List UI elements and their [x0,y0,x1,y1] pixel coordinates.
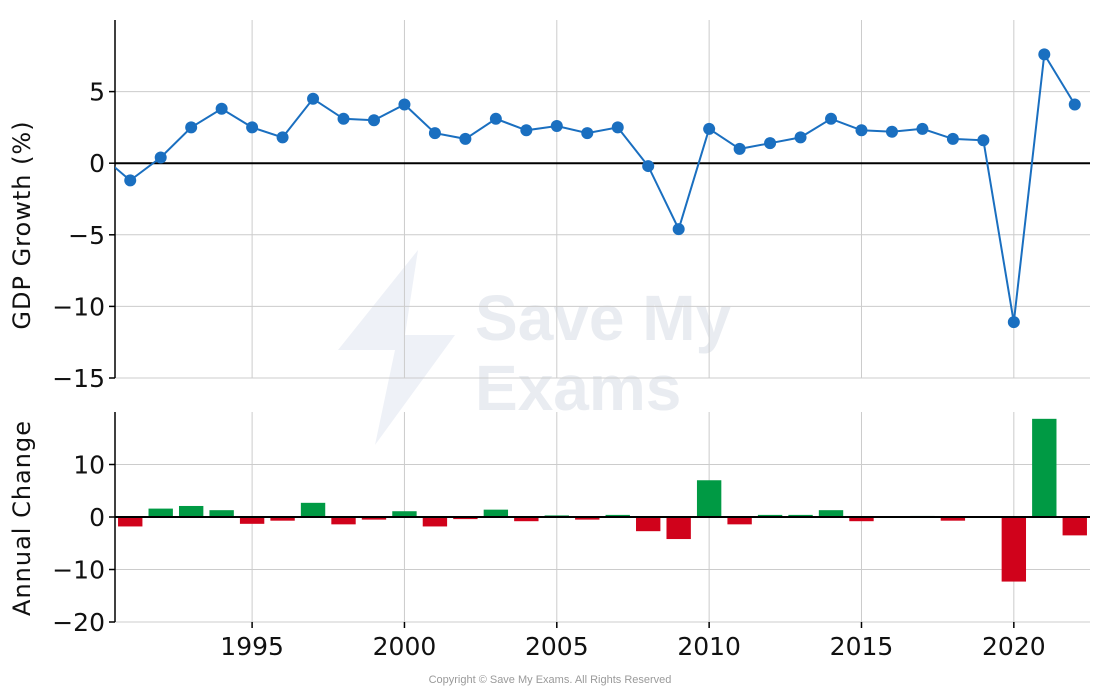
bottom-ytick-label: −20 [52,608,105,637]
watermark-bolt-icon [338,250,455,445]
gdp-growth-point [764,137,777,150]
gdp-growth-point [215,102,228,115]
annual-change-bar [1001,517,1027,582]
gdp-growth-point [885,125,898,138]
gdp-growth-point [185,121,198,134]
top-ytick-label: 5 [89,78,105,107]
gdp-growth-point [703,122,716,135]
annual-change-bar [1062,517,1087,536]
annual-change-bar [178,505,204,517]
x-tick-label: 1995 [220,632,284,661]
gdp-growth-point [581,127,594,140]
annual-change-bar [788,514,813,517]
annual-change-bar [940,517,966,521]
annual-change-panel: 10 0 −10 −20 [52,412,1090,637]
x-tick-label: 2015 [830,632,894,661]
annual-change-bar [727,517,752,525]
gdp-growth-point [855,124,868,137]
x-tick-label: 2020 [982,632,1046,661]
gdp-growth-point [1038,48,1051,61]
bottom-ytick-label: −10 [52,556,105,585]
bottom-y-axis-title: Annual Change [8,420,36,616]
annual-change-bar [636,517,661,532]
annual-change-bar [300,502,326,517]
gdp-growth-point [1007,316,1020,329]
gdp-growth-point [428,127,441,140]
gdp-growth-point [459,132,472,145]
annual-change-bar [818,510,844,517]
gdp-growth-point [367,114,380,127]
bottom-ytick-label: 0 [89,503,105,532]
gdp-growth-point [642,160,655,173]
annual-change-bar [392,511,417,517]
x-tick-label: 2010 [677,632,741,661]
gdp-growth-point [124,174,137,187]
top-y-axis-title: GDP Growth (%) [8,120,36,329]
top-ytick-label: −10 [52,292,105,321]
annual-change-bar [331,517,356,525]
annual-change-bar [148,508,173,517]
annual-change-bar [239,517,265,524]
annual-change-bar [1032,418,1057,517]
annual-change-bar [422,517,448,527]
watermark: Save My Exams [338,250,732,445]
annual-change-bar [483,509,509,517]
annual-change-bar [696,480,722,517]
gdp-growth-point [733,142,746,155]
gdp-growth-point [550,119,563,132]
annual-change-bar [270,517,295,521]
gdp-growth-point [276,131,289,144]
top-ytick-label: 0 [89,149,105,178]
gdp-growth-point [672,223,685,236]
gdp-growth-point [154,151,167,164]
gdp-growth-point [794,131,807,144]
gdp-growth-point [825,112,838,125]
annual-change-bar [666,517,691,540]
bottom-ytick-label: 10 [73,451,105,480]
annual-change-bar [453,517,478,520]
annual-change-bar [514,517,539,522]
annual-change-bar [361,517,387,520]
gdp-growth-point [977,134,990,147]
top-ytick-label: −5 [68,221,105,250]
annual-change-bar [849,517,874,522]
gdp-growth-point [1068,98,1081,111]
x-axis: 1995 2000 2005 2010 2015 2020 [220,622,1046,661]
x-tick-label: 2005 [525,632,589,661]
watermark-line2: Exams [475,352,681,424]
gdp-growth-point [246,121,259,134]
annual-change-bar [575,517,600,520]
gdp-growth-point [916,122,929,135]
gdp-growth-point [946,132,959,145]
x-tick-label: 2000 [373,632,437,661]
annual-change-bar [757,514,783,517]
annual-change-bar [605,514,630,517]
gdp-growth-point [489,112,502,125]
gdp-growth-point [520,124,533,137]
gdp-growth-point [611,121,624,134]
gdp-growth-point [307,92,320,105]
gdp-growth-point [398,98,411,111]
watermark-line1: Save My [475,282,732,354]
gdp-growth-point [337,112,350,125]
annual-change-bar [209,510,234,517]
copyright-notice: Copyright © Save My Exams. All Rights Re… [428,674,672,686]
gdp-growth-panel: 5 0 −5 −10 −15 [52,20,1090,393]
top-ytick-label: −15 [52,364,105,393]
annual-change-bar [118,517,143,527]
